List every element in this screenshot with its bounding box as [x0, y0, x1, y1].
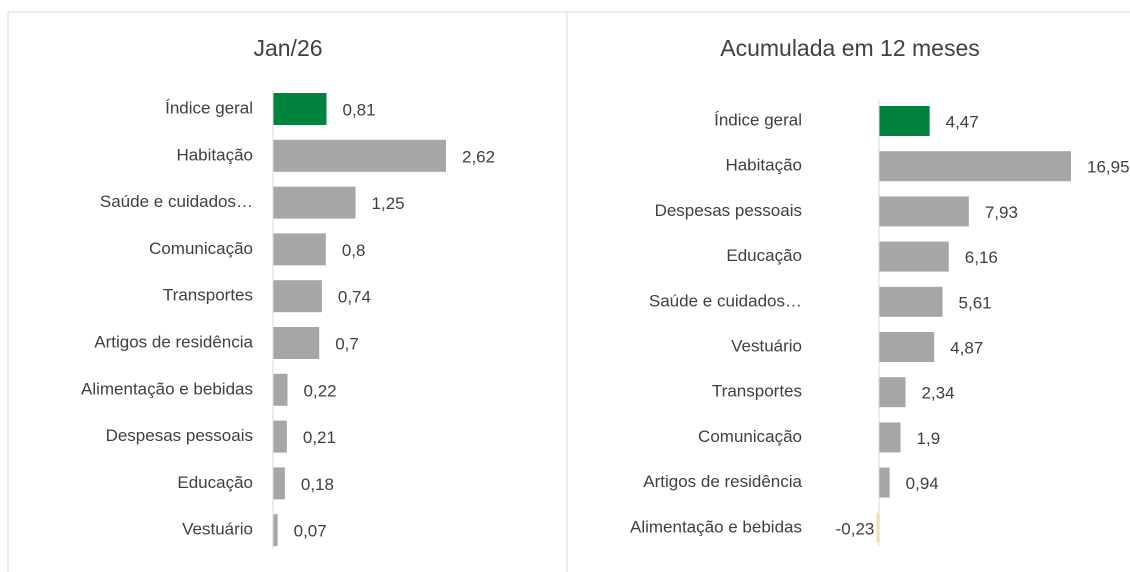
value-label: 2,62: [462, 147, 495, 166]
category-label: Habitação: [176, 145, 253, 164]
bar: [273, 373, 288, 406]
bar: [879, 332, 935, 362]
value-label: 0,81: [342, 100, 375, 119]
category-label: Índice geral: [714, 110, 802, 129]
value-label: 0,74: [338, 288, 371, 307]
category-label: Vestuário: [731, 336, 802, 355]
value-label: 0,07: [294, 522, 327, 541]
category-label: Índice geral: [165, 98, 253, 117]
value-label: 4,47: [946, 112, 979, 131]
bar: [273, 233, 326, 266]
value-label: 0,94: [906, 474, 939, 493]
bar: [273, 420, 287, 453]
bar: [273, 139, 446, 172]
chart-title: Jan/26: [253, 35, 322, 61]
category-label: Educação: [726, 246, 802, 265]
category-label: Despesas pessoais: [655, 201, 802, 220]
bar: [876, 512, 879, 543]
value-label: 6,16: [965, 248, 998, 267]
category-label: Comunicação: [149, 239, 253, 258]
bar: [879, 422, 901, 453]
category-label: Artigos de residência: [643, 472, 802, 491]
value-label: 5,61: [959, 293, 992, 312]
bar: [273, 93, 327, 125]
bar: [273, 186, 356, 219]
bar: [273, 280, 322, 313]
category-label: Comunicação: [698, 427, 802, 446]
value-label: 2,34: [922, 384, 955, 403]
bar: [879, 196, 969, 227]
bar: [879, 286, 943, 317]
bar: [273, 467, 285, 500]
category-label: Artigos de residência: [94, 332, 253, 351]
value-label: 0,7: [335, 334, 359, 353]
category-label: Alimentação e bebidas: [630, 517, 802, 536]
value-label: 0,18: [301, 475, 334, 494]
value-label: 0,22: [304, 381, 337, 400]
bar: [273, 327, 320, 359]
bar: [879, 241, 949, 272]
category-label: Saúde e cuidados…: [100, 192, 253, 211]
value-label: 0,8: [342, 241, 366, 260]
value-label: 4,87: [950, 338, 983, 357]
category-label: Vestuário: [182, 520, 253, 539]
category-label: Alimentação e bebidas: [81, 379, 253, 398]
chart-title: Acumulada em 12 meses: [720, 35, 980, 61]
value-label: 0,21: [303, 428, 336, 447]
value-label: 1,9: [917, 429, 941, 448]
category-label: Transportes: [163, 286, 253, 305]
category-label: Despesas pessoais: [106, 426, 253, 445]
bar: [879, 377, 906, 408]
value-label: 7,93: [985, 203, 1018, 222]
category-label: Educação: [177, 473, 253, 492]
bar: [273, 514, 278, 547]
value-label: 16,95: [1087, 158, 1130, 177]
value-label: -0,23: [836, 519, 875, 538]
bar: [879, 151, 1071, 182]
category-label: Saúde e cuidados…: [649, 291, 802, 310]
value-label: 1,25: [372, 194, 405, 213]
category-label: Habitação: [725, 156, 802, 175]
bar: [879, 106, 930, 136]
bar: [879, 467, 890, 498]
category-label: Transportes: [712, 382, 802, 401]
